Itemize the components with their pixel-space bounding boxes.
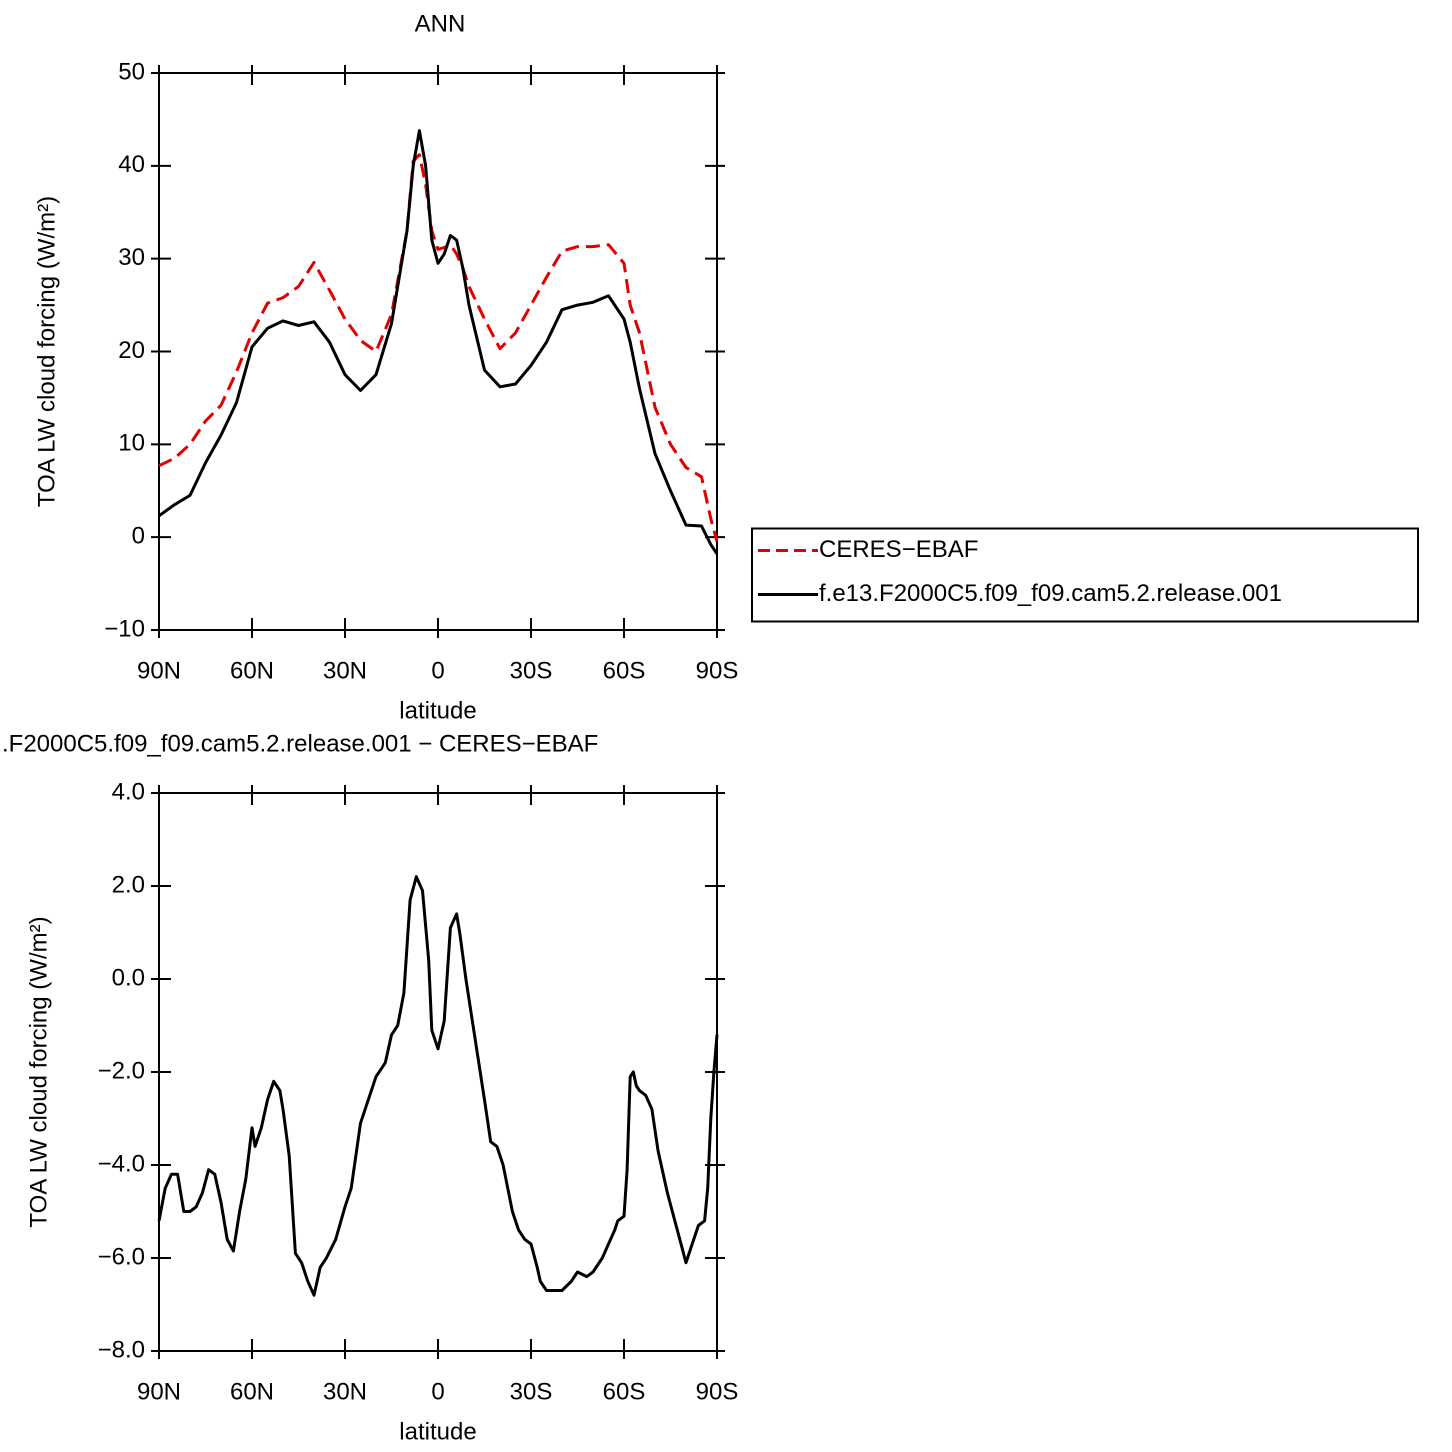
y-tick-label: 4.0 bbox=[112, 778, 145, 805]
x-tick-label: 90S bbox=[696, 657, 739, 684]
x-tick-label: 60N bbox=[230, 1378, 274, 1405]
x-tick-label: 0 bbox=[431, 1378, 444, 1405]
y-tick-label: −10 bbox=[104, 615, 145, 642]
y-tick-label: −2.0 bbox=[98, 1057, 145, 1084]
data-line bbox=[158, 129, 719, 555]
data-line bbox=[158, 153, 719, 543]
x-tick-label: 30S bbox=[510, 657, 553, 684]
x-tick-label: 90S bbox=[696, 1378, 739, 1405]
y-tick-label: 40 bbox=[118, 151, 145, 178]
y-tick-label: 10 bbox=[118, 430, 145, 457]
x-tick-label: 60S bbox=[603, 657, 646, 684]
x-tick-label: 30N bbox=[323, 657, 367, 684]
x-tick-label: 90N bbox=[137, 1378, 181, 1405]
y-tick-label: 20 bbox=[118, 337, 145, 364]
y-axis-label: TOA LW cloud forcing (W/m²) bbox=[25, 916, 52, 1227]
y-tick-label: 30 bbox=[118, 244, 145, 271]
x-axis-label: latitude bbox=[399, 697, 476, 724]
x-axis-label: latitude bbox=[399, 1418, 476, 1445]
y-tick-label: −6.0 bbox=[98, 1243, 145, 1270]
y-tick-label: 50 bbox=[118, 58, 145, 85]
legend-label: CERES−EBAF bbox=[819, 536, 978, 563]
legend-box bbox=[751, 527, 1419, 623]
chart-title: .F2000C5.f09_f09.cam5.2.release.001 − CE… bbox=[2, 730, 598, 757]
x-tick-label: 90N bbox=[137, 657, 181, 684]
x-tick-label: 60S bbox=[603, 1378, 646, 1405]
x-tick-label: 60N bbox=[230, 657, 274, 684]
legend-label: f.e13.F2000C5.f09_f09.cam5.2.release.001 bbox=[819, 580, 1282, 607]
x-tick-label: 0 bbox=[431, 657, 444, 684]
y-tick-label: −4.0 bbox=[98, 1150, 145, 1177]
chart-title: ANN bbox=[415, 10, 466, 37]
y-tick-label: 0.0 bbox=[112, 964, 145, 991]
x-tick-label: 30N bbox=[323, 1378, 367, 1405]
data-line bbox=[157, 875, 719, 1297]
y-axis-label: TOA LW cloud forcing (W/m²) bbox=[33, 196, 60, 507]
x-tick-label: 30S bbox=[510, 1378, 553, 1405]
y-tick-label: 2.0 bbox=[112, 871, 145, 898]
y-tick-label: 0 bbox=[132, 523, 145, 550]
y-tick-label: −8.0 bbox=[98, 1336, 145, 1363]
